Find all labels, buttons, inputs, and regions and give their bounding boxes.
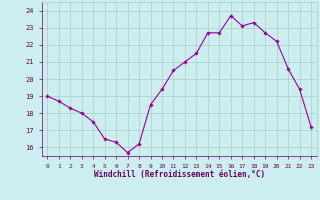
X-axis label: Windchill (Refroidissement éolien,°C): Windchill (Refroidissement éolien,°C) xyxy=(94,170,265,179)
